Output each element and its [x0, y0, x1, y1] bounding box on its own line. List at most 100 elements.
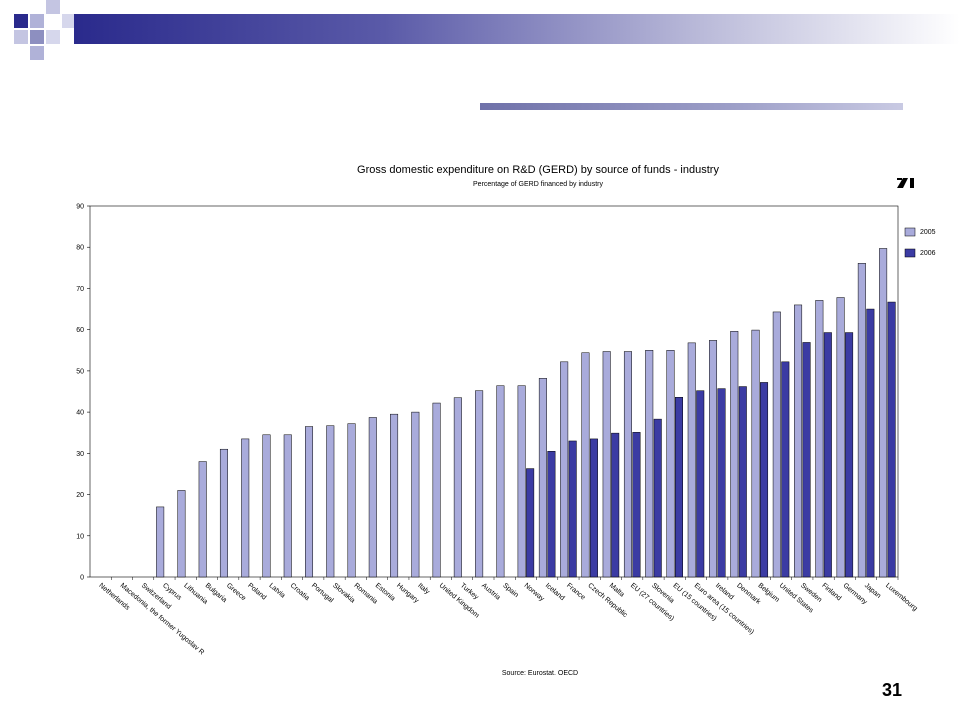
bar-2005	[623, 351, 632, 578]
bar-2005	[326, 425, 335, 578]
eurostat-logo-icon	[897, 178, 914, 188]
bar-2005	[836, 297, 845, 578]
bar-2006	[589, 438, 598, 578]
legend-label-2005: 2005	[920, 229, 936, 236]
page-number: 31	[881, 680, 902, 700]
bar-2005	[794, 304, 803, 578]
bar-2005	[241, 438, 250, 578]
x-tick-label: Portugal	[310, 582, 335, 604]
bar-2005	[581, 352, 590, 578]
bar-2005	[453, 397, 462, 578]
x-tick-label: Hungary	[395, 582, 420, 605]
logo-square-light-6	[62, 14, 74, 28]
y-axis: 0 10 20 30 40 50 60 70 80 90	[76, 204, 90, 582]
logo-square-light-2	[46, 0, 60, 14]
x-tick-label: Slovakia	[331, 582, 356, 604]
legend-swatch-2006	[904, 248, 916, 258]
y-tick-label: 30	[76, 451, 84, 458]
chart-source: Source: Eurostat. OECD	[502, 670, 578, 677]
x-tick-label: Croatia	[289, 582, 311, 602]
bar-2006	[696, 390, 705, 578]
bar-2005	[645, 350, 654, 578]
x-tick-label: Malta	[608, 582, 626, 598]
x-tick-label: United Kingdom	[438, 582, 481, 619]
bar-2006	[568, 440, 577, 578]
bar-2005	[879, 248, 888, 578]
x-tick-label: Iceland	[544, 582, 566, 602]
y-tick-label: 70	[76, 286, 84, 293]
bar-2005	[602, 351, 611, 578]
y-tick-label: 20	[76, 492, 84, 499]
bar-2005	[347, 423, 356, 578]
x-tick-label: Latvia	[267, 582, 286, 599]
bar-2006	[738, 386, 747, 578]
bar-2005	[751, 329, 760, 578]
y-tick-label: 0	[80, 575, 84, 582]
bar-2006	[845, 332, 854, 578]
bar-2006	[717, 388, 726, 578]
y-tick-label: 10	[76, 533, 84, 540]
bar-2005	[730, 331, 739, 578]
bar-2005	[475, 390, 484, 578]
bar-2005	[390, 413, 399, 578]
bar-2006	[632, 432, 641, 578]
y-tick-label: 50	[76, 368, 84, 375]
x-tick-label: Finland	[820, 582, 842, 602]
x-tick-label: Austria	[480, 582, 501, 601]
bar-2005	[815, 300, 824, 578]
bar-2005	[283, 434, 292, 578]
bar-2006	[547, 451, 556, 578]
y-tick-label: 80	[76, 245, 84, 252]
bar-2006	[653, 418, 662, 578]
slide-accent-bar	[480, 103, 903, 110]
bar-2005	[857, 263, 866, 578]
bar-2006	[781, 361, 790, 578]
bar-2005	[305, 426, 314, 578]
x-tick-label: Norway	[523, 582, 546, 603]
logo-square-light-5	[30, 46, 44, 60]
bar-2005	[772, 311, 781, 578]
chart-subtitle: Percentage of GERD financed by industry	[473, 181, 603, 188]
logo-square-light-4	[46, 30, 60, 44]
bar-2005	[219, 448, 228, 578]
bar-2006	[611, 432, 620, 578]
bar-2005	[432, 402, 441, 578]
bar-2005	[709, 340, 718, 578]
bar-2005	[538, 378, 547, 578]
x-tick-label: Greece	[225, 582, 247, 602]
x-tick-label: Czech Republic	[586, 582, 628, 619]
x-tick-label: Luxembourg	[884, 582, 918, 612]
legend-label-2006: 2006	[920, 250, 936, 257]
logo-square-mid	[30, 30, 44, 44]
x-tick-label: Spain	[501, 582, 519, 599]
x-tick-label: France	[565, 582, 586, 601]
x-tick-label: Japan	[863, 582, 882, 600]
legend-swatch-2005	[904, 227, 916, 237]
bar-2005	[517, 385, 526, 578]
bar-2006	[674, 397, 683, 578]
legend: 2005 2006	[904, 227, 936, 258]
x-tick-label: Italy	[416, 582, 431, 596]
y-tick-label: 90	[76, 204, 84, 211]
bar-2005	[262, 434, 271, 578]
bars	[156, 248, 896, 578]
bar-2005	[198, 461, 207, 578]
slide-title-bar	[74, 14, 960, 44]
bar-2006	[760, 382, 769, 578]
bar-2006	[887, 301, 896, 578]
bar-2005	[177, 490, 186, 578]
x-tick-label: Poland	[246, 582, 267, 601]
bar-2005	[368, 417, 377, 578]
y-tick-label: 60	[76, 327, 84, 334]
chart-title: Gross domestic expenditure on R&D (GERD)…	[357, 164, 719, 176]
bar-2006	[802, 342, 811, 578]
bar-2006	[526, 468, 535, 578]
bar-2005	[666, 350, 675, 578]
logo-square-dark	[14, 14, 28, 28]
bar-2006	[823, 332, 832, 578]
y-tick-label: 40	[76, 410, 84, 417]
bar-2005	[560, 361, 569, 578]
logo-square-light	[30, 14, 44, 28]
bar-2005	[687, 342, 696, 578]
